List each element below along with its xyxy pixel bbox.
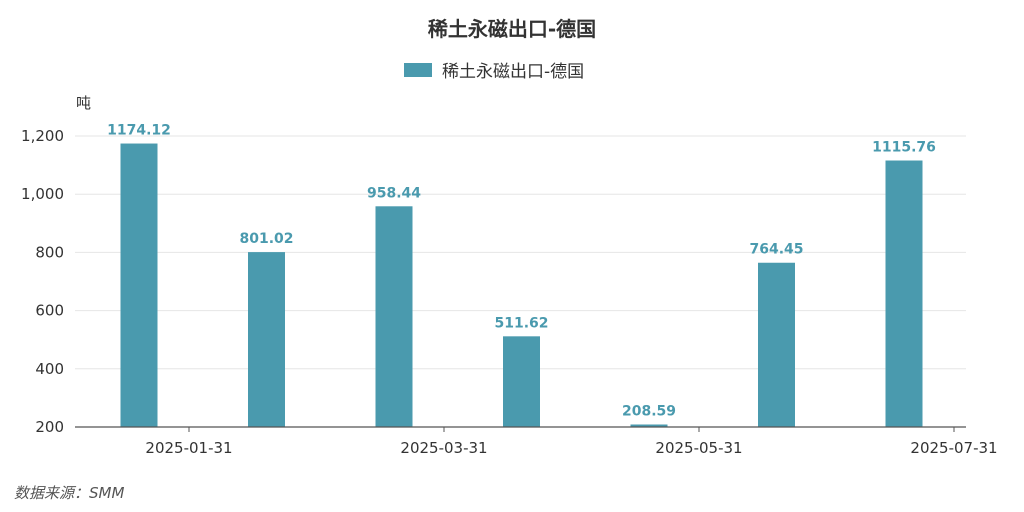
data-label: 1174.12 bbox=[107, 123, 171, 139]
y-tick-label: 400 bbox=[35, 360, 64, 378]
chart-title: 稀土永磁出口-德国 bbox=[428, 17, 596, 41]
data-label: 764.45 bbox=[749, 242, 803, 258]
y-tick-label: 200 bbox=[35, 418, 64, 436]
x-tick-label: 2025-07-31 bbox=[910, 439, 997, 457]
legend-label: 稀土永磁出口-德国 bbox=[442, 62, 584, 82]
data-label: 1115.76 bbox=[872, 140, 936, 156]
legend[interactable]: 稀土永磁出口-德国 bbox=[404, 62, 584, 82]
data-label: 801.02 bbox=[239, 231, 293, 247]
y-tick-label: 600 bbox=[35, 302, 64, 320]
bar[interactable] bbox=[503, 336, 540, 427]
data-label: 958.44 bbox=[367, 185, 421, 201]
x-tick-label: 2025-03-31 bbox=[400, 439, 487, 457]
data-label: 511.62 bbox=[494, 315, 548, 331]
x-tick-label: 2025-01-31 bbox=[145, 439, 232, 457]
bar[interactable] bbox=[120, 143, 158, 428]
gridlines bbox=[75, 135, 966, 370]
x-tick-label: 2025-05-31 bbox=[655, 439, 742, 457]
y-axis-ticks: 200 400 600 800 1,000 1,200 bbox=[21, 127, 64, 436]
bar[interactable] bbox=[375, 206, 413, 427]
bar[interactable] bbox=[758, 262, 795, 427]
data-source: 数据来源：SMM bbox=[14, 484, 125, 502]
y-tick-label: 1,200 bbox=[21, 127, 64, 145]
y-tick-label: 1,000 bbox=[21, 185, 64, 203]
y-tick-label: 800 bbox=[35, 243, 64, 261]
bar[interactable] bbox=[630, 424, 668, 427]
legend-swatch bbox=[404, 63, 432, 77]
x-axis-ticks: 2025-01-31 2025-03-31 2025-05-31 2025-07-31 bbox=[145, 427, 998, 457]
bars bbox=[120, 143, 923, 428]
bar[interactable] bbox=[885, 160, 923, 427]
data-label: 208.59 bbox=[622, 404, 676, 420]
y-axis-unit: 吨 bbox=[76, 94, 91, 112]
bar[interactable] bbox=[248, 252, 285, 427]
data-labels: 1174.12 801.02 958.44 511.62 208.59 764.45 111… bbox=[107, 123, 936, 420]
